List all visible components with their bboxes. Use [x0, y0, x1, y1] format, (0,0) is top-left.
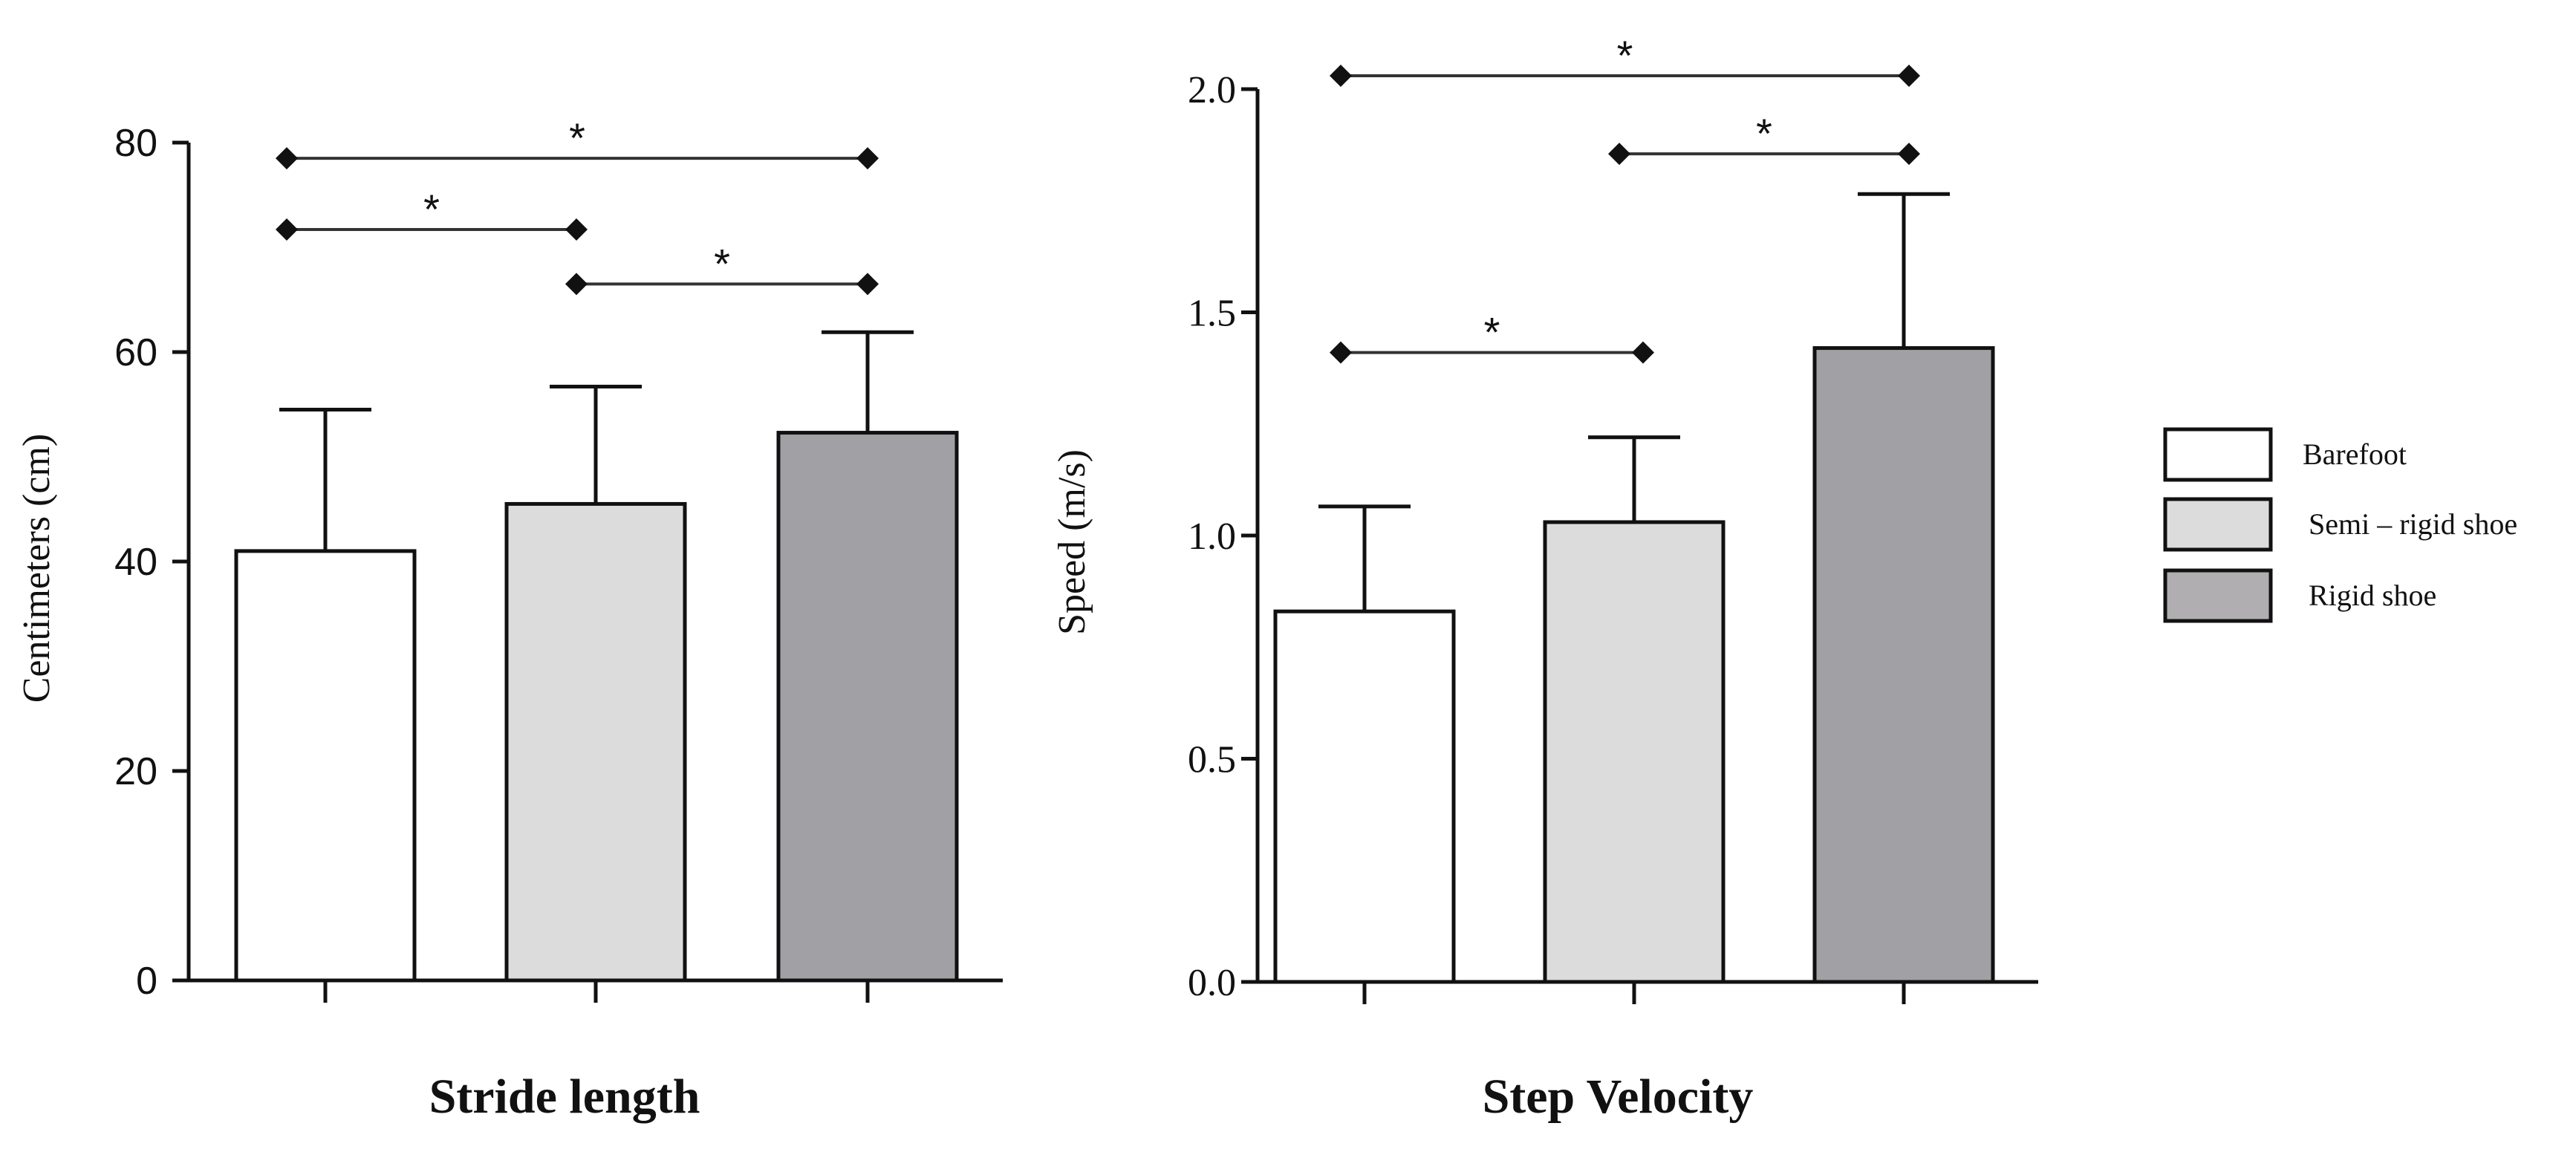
y-tick-label: 1.5 — [1188, 293, 1236, 335]
diamond-marker — [1898, 64, 1920, 87]
significance-star: * — [714, 240, 730, 287]
diamond-marker — [856, 273, 879, 296]
significance-bracket: * — [565, 240, 879, 296]
bar-barefoot — [234, 549, 417, 983]
diamond-marker — [565, 218, 588, 241]
y-tick-label: 1.0 — [1188, 515, 1236, 558]
y-axis-label: Speed (m/s) — [1051, 449, 1093, 635]
legend-label: Semi – rigid shoe — [2309, 507, 2517, 541]
diamond-marker — [276, 147, 298, 170]
diamond-marker — [1632, 341, 1654, 364]
significance-bracket: * — [1608, 110, 1920, 166]
y-tick-label: 0.5 — [1188, 739, 1236, 781]
bar-barefoot — [1273, 609, 1456, 984]
diamond-marker — [1330, 341, 1352, 364]
step-velocity-panel: 0.0 0.5 1.0 1.5 2.0 Speed (m/s) Step Velocity *… — [1051, 32, 2038, 1124]
significance-star: * — [423, 186, 440, 232]
diamond-marker — [276, 218, 298, 241]
legend-swatch — [2163, 427, 2273, 482]
y-axis-label: Centimeters (cm) — [16, 434, 58, 703]
bar-rigid-shoe — [776, 431, 959, 983]
legend-swatch — [2163, 497, 2273, 552]
x-axis-title: Stride length — [429, 1070, 700, 1124]
y-tick-label: 80 — [114, 122, 157, 165]
legend-label: Barefoot — [2303, 437, 2407, 471]
y-tick-label: 20 — [114, 750, 157, 793]
y-tick-label: 0.0 — [1188, 962, 1236, 1004]
diamond-marker — [1330, 64, 1352, 87]
bar-rigid-shoe — [1812, 346, 1995, 984]
x-axis-title: Step Velocity — [1483, 1070, 1754, 1124]
significance-bracket: * — [276, 186, 588, 241]
significance-star: * — [569, 114, 585, 161]
significance-bracket: * — [1330, 309, 1654, 364]
stride-length-panel: 0 20 40 60 80 Centimeters (cm) Stride length * *… — [16, 114, 1003, 1124]
bar-semi-rigid-shoe — [504, 501, 687, 983]
bar-semi-rigid-shoe — [1543, 520, 1726, 984]
significance-star: * — [1484, 309, 1500, 356]
y-tick-label: 2.0 — [1188, 69, 1236, 111]
y-tick-label: 40 — [114, 541, 157, 584]
diamond-marker — [565, 273, 588, 296]
diamond-marker — [856, 147, 879, 170]
significance-star: * — [1756, 110, 1772, 157]
legend-label: Rigid shoe — [2309, 579, 2436, 612]
legend-swatch — [2163, 568, 2273, 623]
diamond-marker — [1608, 143, 1630, 166]
y-tick-label: 60 — [114, 331, 157, 374]
legend: Barefoot Semi – rigid shoe Rigid shoe — [2163, 427, 2517, 623]
significance-bracket: * — [276, 114, 879, 170]
diamond-marker — [1898, 143, 1920, 166]
y-tick-label: 0 — [136, 960, 157, 1003]
significance-bracket: * — [1330, 32, 1920, 87]
significance-star: * — [1617, 32, 1633, 79]
